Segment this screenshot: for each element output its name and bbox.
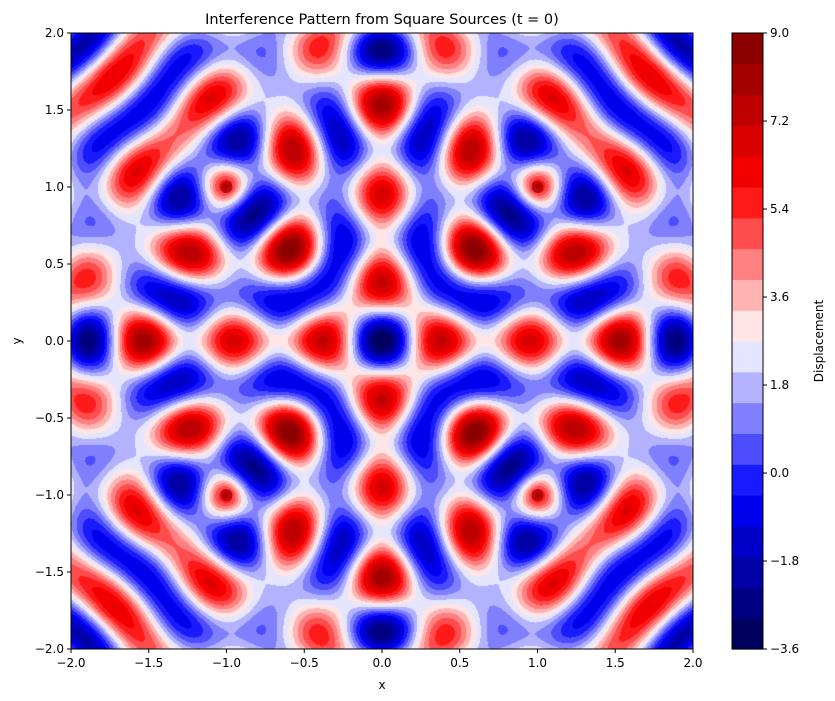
colorbar-tick-label: −3.6 (770, 642, 799, 656)
y-tick-label: −1.5 (35, 565, 64, 579)
x-tick-label: 0.0 (372, 656, 391, 670)
y-tick-label: 0.0 (45, 334, 64, 348)
colorbar-band (732, 402, 763, 434)
colorbar-tick-label: 9.0 (770, 26, 789, 40)
x-tick-label: 2.0 (683, 656, 702, 670)
colorbar-band (732, 33, 763, 65)
x-tick-label: 0.5 (450, 656, 469, 670)
colorbar-band (732, 618, 763, 650)
colorbar-ticks: −3.6 −1.8 0.0 1.8 3.6 5.4 7.2 9.0 (763, 26, 799, 656)
x-tick-label: −2.0 (56, 656, 85, 670)
colorbar-tick-label: −1.8 (770, 554, 799, 568)
colorbar-tick-label: 5.4 (770, 202, 789, 216)
x-tick-label: −1.0 (212, 656, 241, 670)
source-point (220, 181, 233, 193)
colorbar-band (732, 495, 763, 527)
source-point (531, 489, 544, 501)
colorbar-band (732, 156, 763, 188)
colorbar-tick-label: 7.2 (770, 114, 789, 128)
colorbar-band (732, 310, 763, 342)
x-tick-label: −1.5 (134, 656, 163, 670)
colorbar-band (732, 556, 763, 588)
plot-area (70, 32, 694, 650)
colorbar-band (732, 94, 763, 126)
heatmap-canvas (71, 33, 693, 649)
colorbar-band (732, 248, 763, 280)
y-tick-label: −2.0 (35, 642, 64, 656)
colorbar-band (732, 279, 763, 311)
colorbar-band (732, 371, 763, 404)
y-tick-label: −1.0 (35, 488, 64, 502)
y-tick-label: 1.5 (45, 103, 64, 117)
colorbar-band (732, 187, 763, 219)
colorbar-band (732, 525, 763, 558)
source-point (531, 181, 544, 193)
colorbar-tick-label: 0.0 (770, 466, 789, 480)
colorbar-label: Displacement (812, 299, 826, 382)
colorbar-bands (732, 33, 763, 650)
x-tick-label: 1.0 (528, 656, 547, 670)
y-axis-label: y (10, 337, 24, 344)
colorbar-band (732, 125, 763, 157)
source-point (220, 489, 233, 501)
y-tick-label: 0.5 (45, 257, 64, 271)
x-axis: −2.0 −1.5 −1.0 −0.5 0.0 0.5 1.0 1.5 2.0 (56, 649, 703, 670)
colorbar-band (732, 464, 763, 496)
y-axis: −2.0 −1.5 −1.0 −0.5 0.0 0.5 1.0 1.5 2.0 (35, 26, 71, 656)
x-tick-label: −0.5 (290, 656, 319, 670)
colorbar-frame (731, 32, 764, 650)
heatmap-field (71, 33, 693, 649)
x-axis-label: x (378, 678, 385, 692)
y-tick-label: 2.0 (45, 26, 64, 40)
x-tick-label: 1.5 (606, 656, 625, 670)
colorbar-band (732, 587, 763, 619)
colorbar-band (732, 433, 763, 465)
colorbar-band (732, 341, 763, 373)
y-tick-label: −0.5 (35, 411, 64, 425)
colorbar-tick-label: 1.8 (770, 378, 789, 392)
colorbar-tick-label: 3.6 (770, 290, 789, 304)
colorbar: −3.6 −1.8 0.0 1.8 3.6 5.4 7.2 9.0 Displacement (731, 26, 826, 656)
colorbar-band (732, 217, 763, 250)
y-tick-label: 1.0 (45, 180, 64, 194)
sources-layer (220, 181, 544, 501)
colorbar-band (732, 63, 763, 96)
chart-title: Interference Pattern from Square Sources… (205, 12, 559, 28)
